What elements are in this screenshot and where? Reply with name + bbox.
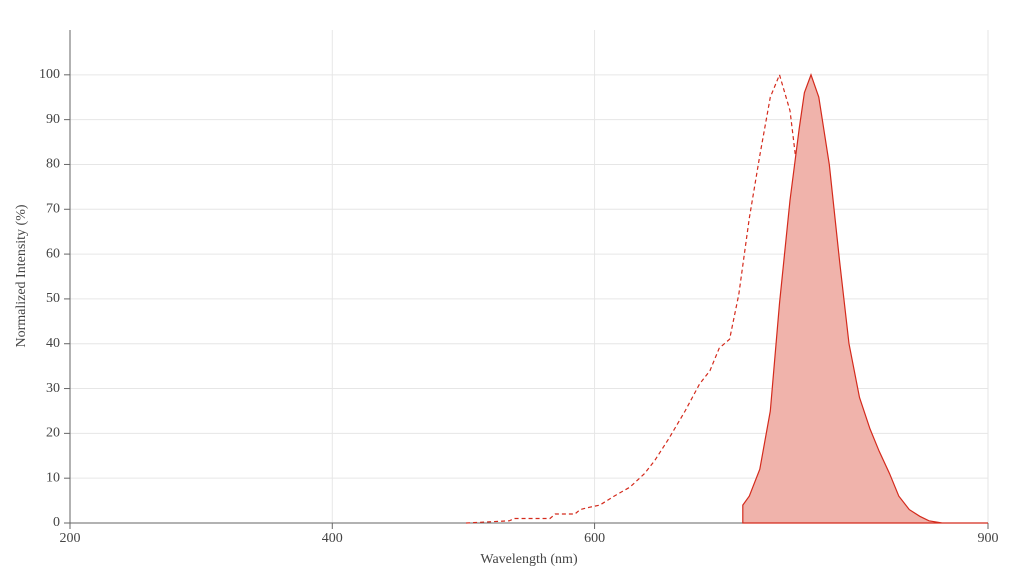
y-tick-label: 40	[46, 336, 60, 351]
y-axis-label: Normalized Intensity (%)	[14, 204, 29, 347]
y-tick-label: 20	[46, 426, 60, 441]
x-tick-label: 600	[584, 531, 605, 546]
y-tick-label: 30	[46, 381, 60, 396]
y-tick-label: 100	[39, 67, 60, 82]
x-axis-label: Wavelength (nm)	[480, 552, 578, 567]
y-tick-label: 50	[46, 291, 60, 306]
x-tick-label: 400	[322, 531, 343, 546]
line	[466, 72, 841, 524]
y-tick-label: 80	[46, 157, 60, 172]
x-tick-label: 200	[60, 531, 81, 546]
y-tick-label: 90	[46, 112, 60, 127]
y-tick-label: 70	[46, 201, 60, 216]
area	[742, 73, 988, 524]
y-tick-label: 10	[46, 470, 60, 485]
y-tick-label: 60	[46, 246, 60, 261]
x-tick-label: 900	[978, 531, 999, 546]
y-tick-label: 0	[53, 515, 60, 530]
